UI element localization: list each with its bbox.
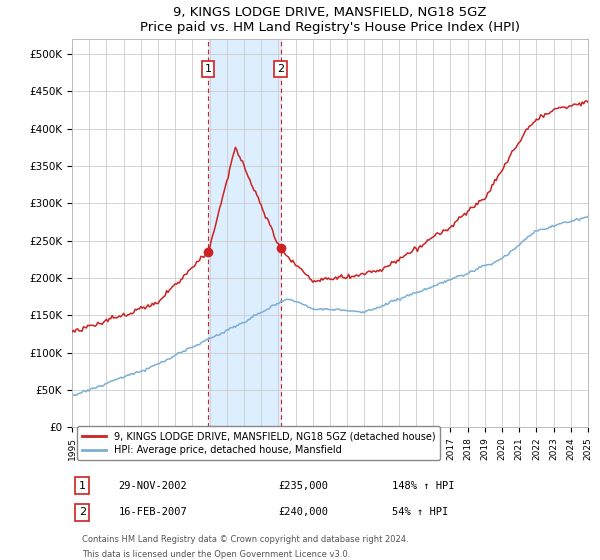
- Title: 9, KINGS LODGE DRIVE, MANSFIELD, NG18 5GZ
Price paid vs. HM Land Registry's Hous: 9, KINGS LODGE DRIVE, MANSFIELD, NG18 5G…: [140, 6, 520, 34]
- Text: 16-FEB-2007: 16-FEB-2007: [118, 507, 187, 517]
- Text: Contains HM Land Registry data © Crown copyright and database right 2024.: Contains HM Land Registry data © Crown c…: [82, 535, 409, 544]
- Text: £235,000: £235,000: [278, 480, 328, 491]
- Text: £240,000: £240,000: [278, 507, 328, 517]
- Text: 2: 2: [277, 64, 284, 74]
- Text: This data is licensed under the Open Government Licence v3.0.: This data is licensed under the Open Gov…: [82, 550, 350, 559]
- Text: 54% ↑ HPI: 54% ↑ HPI: [392, 507, 448, 517]
- Text: 2: 2: [79, 507, 86, 517]
- Text: 1: 1: [79, 480, 86, 491]
- Text: 148% ↑ HPI: 148% ↑ HPI: [392, 480, 454, 491]
- Bar: [208, 39, 281, 427]
- Legend: 9, KINGS LODGE DRIVE, MANSFIELD, NG18 5GZ (detached house), HPI: Average price, : 9, KINGS LODGE DRIVE, MANSFIELD, NG18 5G…: [77, 426, 440, 460]
- Text: 1: 1: [205, 64, 212, 74]
- Text: 29-NOV-2002: 29-NOV-2002: [118, 480, 187, 491]
